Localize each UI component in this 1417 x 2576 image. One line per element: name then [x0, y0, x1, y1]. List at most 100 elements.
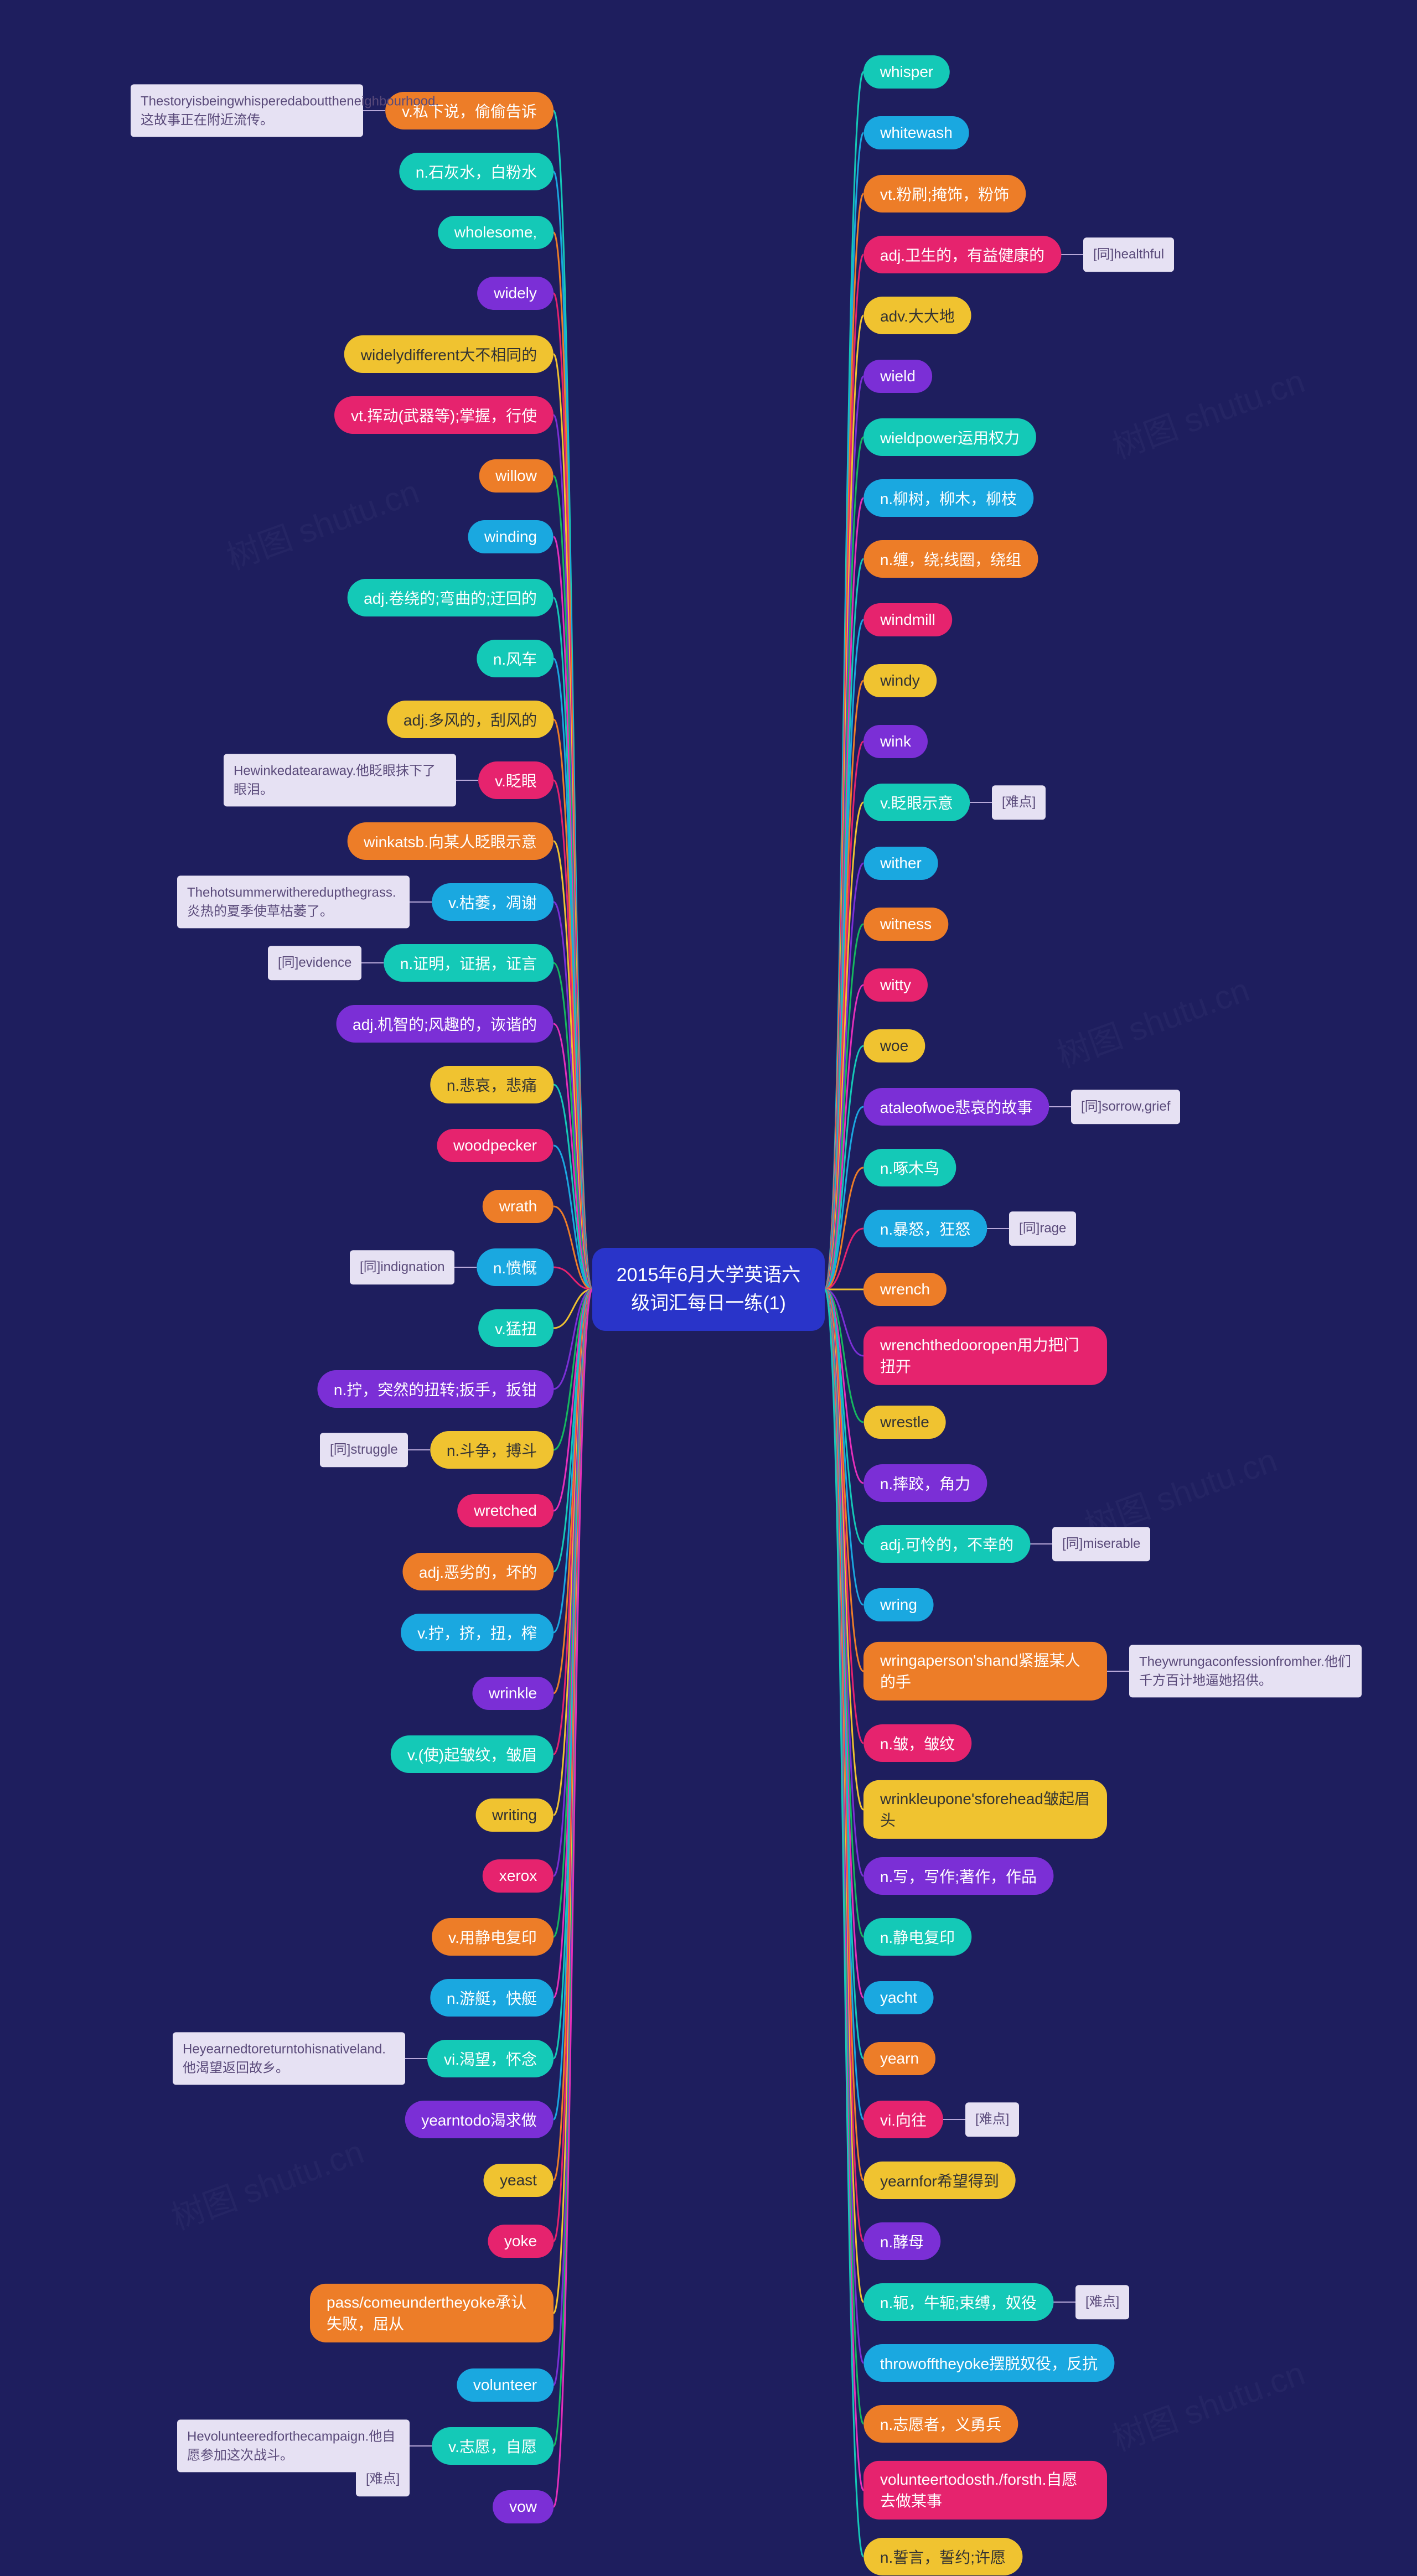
note: [同]evidence — [268, 946, 361, 980]
mindmap-node[interactable]: vi.渴望，怀念 — [427, 2040, 554, 2077]
mindmap-node[interactable]: wretched — [457, 1494, 554, 1527]
mindmap-node[interactable]: adj.卫生的，有益健康的 — [863, 236, 1061, 273]
mindmap-node[interactable]: n.柳树，柳木，柳枝 — [863, 479, 1033, 517]
note: Thestoryisbeingwhisperedabouttheneighbou… — [131, 84, 363, 137]
watermark: 树图 shutu.cn — [219, 465, 425, 579]
mindmap-node[interactable]: v.拧，挤，扭，榨 — [401, 1614, 554, 1651]
mindmap-node[interactable]: wink — [863, 725, 928, 758]
mindmap-node[interactable]: wrinkle — [472, 1677, 554, 1710]
mindmap-node[interactable]: wringaperson'shand紧握某人的手 — [863, 1642, 1107, 1701]
note: [同]struggle — [320, 1433, 408, 1467]
mindmap-node[interactable]: whisper — [863, 55, 950, 89]
mindmap-node[interactable]: vt.粉刷;掩饰，粉饰 — [863, 175, 1026, 212]
mindmap-node[interactable]: windy — [863, 664, 937, 697]
mindmap-node[interactable]: adj.卷绕的;弯曲的;迂回的 — [347, 579, 554, 616]
watermark: 树图 shutu.cn — [1105, 2346, 1310, 2460]
mindmap-node[interactable]: n.斗争，搏斗 — [430, 1431, 554, 1469]
note: [同]healthful — [1083, 237, 1174, 272]
mindmap-node[interactable]: willow — [479, 459, 554, 493]
mindmap-node[interactable]: wrestle — [863, 1406, 946, 1439]
mindmap-node[interactable]: yacht — [863, 1981, 934, 2014]
mindmap-canvas: 树图 shutu.cn 树图 shutu.cn 树图 shutu.cn 树图 shut… — [0, 0, 1417, 2576]
mindmap-node[interactable]: witty — [863, 968, 928, 1002]
mindmap-node[interactable]: v.枯萎，凋谢 — [432, 883, 554, 921]
mindmap-node[interactable]: wrenchthedooropen用力把门扭开 — [863, 1326, 1107, 1385]
mindmap-node[interactable]: winkatsb.向某人眨眼示意 — [347, 822, 554, 860]
mindmap-node[interactable]: v.眨眼示意 — [863, 784, 970, 821]
mindmap-node[interactable]: v.志愿，自愿 — [432, 2427, 554, 2465]
note: [同]sorrow,grief — [1071, 1090, 1180, 1124]
mindmap-node[interactable]: n.暴怒，狂怒 — [863, 1210, 987, 1247]
mindmap-node[interactable]: n.愤慨 — [477, 1248, 554, 1286]
mindmap-node[interactable]: volunteertodosth./forsth.自愿去做某事 — [863, 2461, 1107, 2520]
mindmap-node[interactable]: n.酵母 — [863, 2222, 940, 2260]
mindmap-node[interactable]: n.游艇，快艇 — [430, 1979, 554, 2017]
mindmap-node[interactable]: v.眨眼 — [478, 761, 554, 799]
watermark: 树图 shutu.cn — [1105, 354, 1310, 468]
mindmap-node[interactable]: n.证明，证据，证言 — [384, 944, 554, 982]
mindmap-node[interactable]: v.(使)起皱纹，皱眉 — [391, 1735, 554, 1773]
mindmap-node[interactable]: wholesome, — [438, 216, 554, 249]
watermark: 树图 shutu.cn — [164, 2125, 369, 2239]
mindmap-node[interactable]: v.用静电复印 — [432, 1918, 554, 1956]
mindmap-node[interactable]: wither — [863, 847, 938, 880]
mindmap-node[interactable]: n.志愿者，义勇兵 — [863, 2405, 1018, 2443]
mindmap-node[interactable]: adj.恶劣的，坏的 — [402, 1553, 554, 1590]
mindmap-node[interactable]: woodpecker — [437, 1129, 554, 1162]
mindmap-node[interactable]: n.啄木鸟 — [863, 1149, 956, 1186]
mindmap-node[interactable]: n.缠，绕;线圈，绕组 — [863, 540, 1038, 578]
mindmap-node[interactable]: wrinkleupone'sforehead皱起眉头 — [863, 1780, 1107, 1839]
mindmap-node[interactable]: vt.挥动(武器等);掌握，行使 — [334, 396, 554, 434]
mindmap-node[interactable]: wrath — [483, 1190, 554, 1223]
center-node[interactable]: 2015年6月大学英语六级词汇每日一练(1) — [592, 1248, 825, 1331]
mindmap-node[interactable]: yearnfor希望得到 — [863, 2162, 1016, 2199]
mindmap-node[interactable]: n.风车 — [477, 640, 554, 677]
mindmap-node[interactable]: n.摔跤，角力 — [863, 1464, 987, 1502]
mindmap-node[interactable]: n.誓言，誓约;许愿 — [863, 2538, 1022, 2575]
mindmap-node[interactable]: vi.向往 — [863, 2101, 943, 2138]
mindmap-node[interactable]: adv.大大地 — [863, 297, 971, 334]
mindmap-node[interactable]: adj.多风的，刮风的 — [387, 701, 554, 738]
mindmap-node[interactable]: n.静电复印 — [863, 1918, 971, 1956]
note: [难点] — [1075, 2285, 1129, 2319]
mindmap-node[interactable]: ataleofwoe悲哀的故事 — [863, 1088, 1049, 1126]
note: Heyearnedtoreturntohisnativeland.他渴望返回故乡… — [173, 2032, 405, 2085]
mindmap-node[interactable]: n.写，写作;著作，作品 — [863, 1857, 1053, 1895]
mindmap-node[interactable]: yeast — [483, 2164, 554, 2197]
mindmap-node[interactable]: widelydifferent大不相同的 — [344, 335, 554, 373]
mindmap-node[interactable]: adj.机智的;风趣的，诙谐的 — [336, 1005, 554, 1043]
note: [同]rage — [1009, 1211, 1076, 1246]
mindmap-node[interactable]: yearn — [863, 2042, 935, 2075]
note: [同]miserable — [1052, 1527, 1150, 1561]
mindmap-node[interactable]: xerox — [483, 1859, 554, 1893]
mindmap-node[interactable]: volunteer — [457, 2368, 554, 2402]
mindmap-node[interactable]: wring — [863, 1588, 934, 1621]
mindmap-node[interactable]: n.拧，突然的扭转;扳手，扳钳 — [317, 1370, 554, 1408]
mindmap-node[interactable]: adj.可怜的，不幸的 — [863, 1525, 1030, 1563]
mindmap-node[interactable]: pass/comeundertheyoke承认失败，屈从 — [310, 2284, 554, 2342]
mindmap-node[interactable]: winding — [468, 520, 554, 553]
mindmap-node[interactable]: wield — [863, 360, 932, 393]
note: Hewinkedatearaway.他眨眼抹下了眼泪。 — [224, 754, 456, 806]
mindmap-node[interactable]: yoke — [488, 2225, 554, 2258]
mindmap-node[interactable]: n.轭，牛轭;束缚，奴役 — [863, 2283, 1053, 2321]
note: [同]indignation — [350, 1250, 454, 1284]
mindmap-node[interactable]: windmill — [863, 603, 952, 636]
mindmap-node[interactable]: n.皱，皱纹 — [863, 1724, 971, 1762]
mindmap-node[interactable]: n.悲哀，悲痛 — [430, 1066, 554, 1103]
mindmap-node[interactable]: whitewash — [863, 116, 969, 149]
mindmap-node[interactable]: n.石灰水，白粉水 — [399, 153, 554, 190]
note: Theywrungaconfessionfromher.他们千方百计地逼她招供。 — [1129, 1645, 1362, 1697]
watermark: 树图 shutu.cn — [1049, 963, 1255, 1077]
mindmap-node[interactable]: yearntodo渴求做 — [405, 2101, 554, 2138]
note: Thehotsummerwitheredupthegrass.炎热的夏季使草枯萎… — [177, 875, 410, 928]
mindmap-node[interactable]: vow — [493, 2490, 554, 2523]
mindmap-node[interactable]: wrench — [863, 1273, 947, 1306]
mindmap-node[interactable]: wieldpower运用权力 — [863, 418, 1036, 456]
mindmap-node[interactable]: witness — [863, 908, 948, 941]
mindmap-node[interactable]: woe — [863, 1029, 925, 1062]
mindmap-node[interactable]: throwofftheyoke摆脱奴役，反抗 — [863, 2344, 1114, 2382]
mindmap-node[interactable]: writing — [475, 1798, 554, 1832]
mindmap-node[interactable]: v.猛扭 — [478, 1309, 554, 1347]
mindmap-node[interactable]: widely — [477, 277, 554, 310]
